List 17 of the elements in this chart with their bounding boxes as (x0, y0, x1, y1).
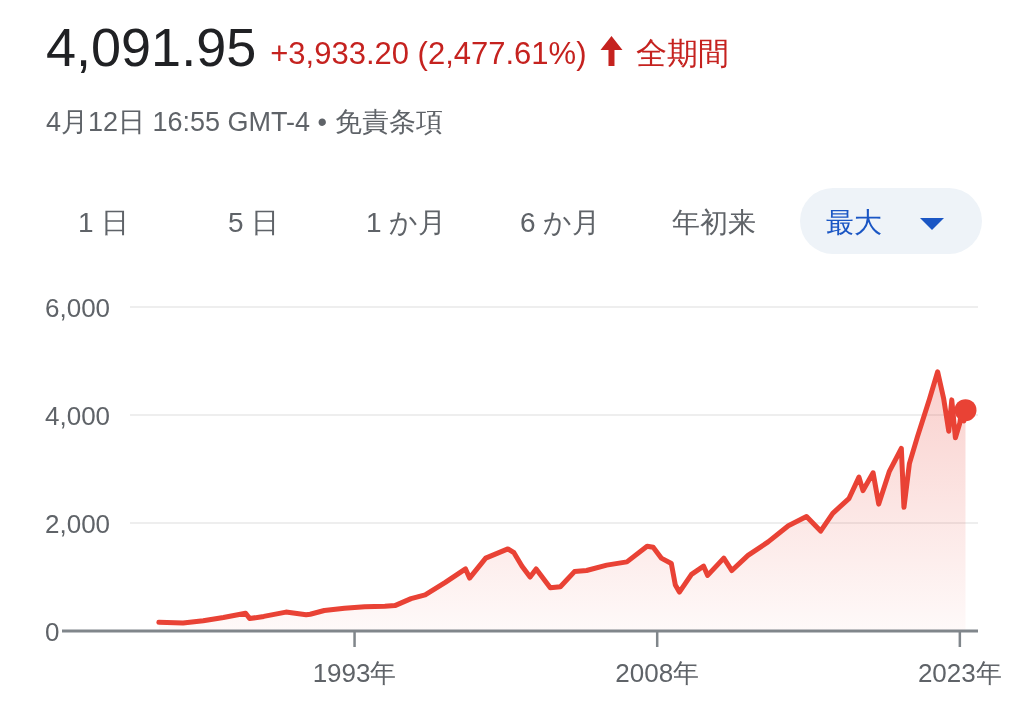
text: 全期間 (636, 36, 730, 71)
text: 1 日 (78, 207, 130, 238)
text: 6 か月 (520, 207, 601, 238)
text: 最大 (826, 207, 882, 238)
text: 4月12日 16:55 GMT-4 • 免責条項 (46, 107, 443, 137)
x-tick-label: 1993年 (312, 658, 397, 688)
chart-title: 4,091.95 (46, 17, 257, 77)
x-tick-label: 2008年 (615, 658, 700, 688)
x-tick-label: 2023年 (917, 658, 1002, 688)
text: 1 か月 (366, 207, 447, 238)
chart-subtitle: +3,933.20 (2,477.61%) (270, 36, 587, 71)
y-tick-label: 2,000 (45, 509, 111, 539)
y-tick-label: 6,000 (45, 293, 111, 323)
y-tick-label: 0 (45, 617, 60, 647)
y-tick-label: 4,000 (45, 401, 111, 431)
text: 5 日 (228, 207, 280, 238)
text: 年初来 (672, 207, 756, 238)
